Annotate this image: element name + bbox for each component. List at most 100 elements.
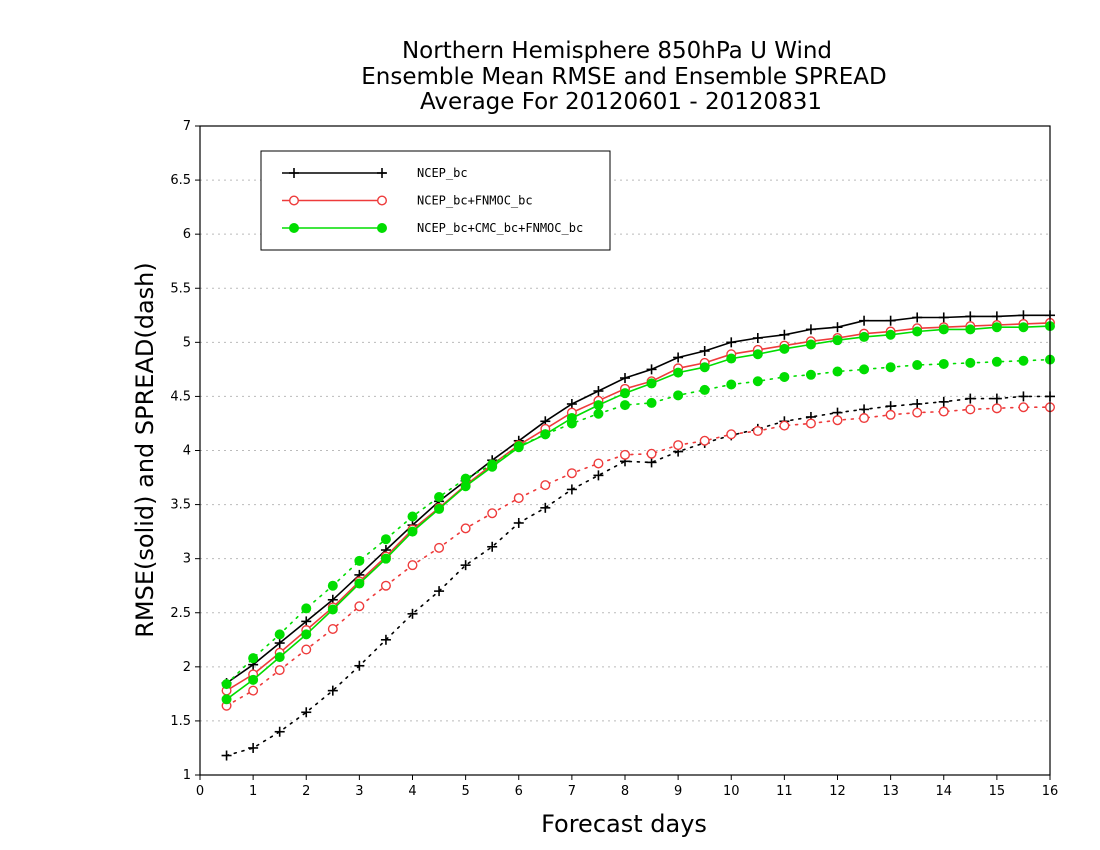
rmse-point-ncep-bc-18 — [699, 345, 710, 356]
spread-point-ncep-bc-7 — [407, 608, 418, 619]
spread-point-ncep-bc-fnmoc-bc-6 — [380, 580, 391, 591]
rmse-point-ncep-bc-2 — [274, 638, 285, 649]
rmse-point-ncep-bc-cmc-bc-fnmoc-bc-29 — [991, 322, 1002, 333]
spread-point-ncep-bc-cmc-bc-fnmoc-bc-30 — [1018, 355, 1029, 366]
spread-point-ncep-bc-cmc-bc-fnmoc-bc-7 — [407, 511, 418, 522]
spread-point-ncep-bc-fnmoc-bc-20 — [752, 426, 763, 437]
spread-point-ncep-bc-fnmoc-bc-7 — [407, 560, 418, 571]
spread-point-ncep-bc-fnmoc-bc-3 — [301, 644, 312, 655]
rmse-point-ncep-bc-cmc-bc-fnmoc-bc-30 — [1018, 322, 1029, 333]
rmse-point-ncep-bc-29 — [991, 311, 1002, 322]
x-tick-label-3: 3 — [355, 784, 363, 799]
rmse-point-ncep-bc-cmc-bc-fnmoc-bc-3 — [301, 629, 312, 640]
rmse-point-ncep-bc-cmc-bc-fnmoc-bc-9 — [460, 481, 471, 492]
rmse-point-ncep-bc-cmc-bc-fnmoc-bc-27 — [938, 324, 949, 335]
spread-point-ncep-bc-cmc-bc-fnmoc-bc-21 — [779, 371, 790, 382]
spread-line-ncep-bc — [225, 395, 1051, 757]
y-tick-label-4: 4 — [183, 444, 191, 459]
spread-point-ncep-bc-cmc-bc-fnmoc-bc-20 — [752, 376, 763, 387]
spread-point-ncep-bc-11 — [513, 517, 524, 528]
spread-point-ncep-bc-1 — [248, 742, 259, 753]
rmse-point-ncep-bc-cmc-bc-fnmoc-bc-24 — [859, 331, 870, 342]
spread-point-ncep-bc-30 — [1018, 391, 1029, 402]
y-tick-label-3.5: 3.5 — [170, 498, 191, 513]
rmse-point-ncep-bc-cmc-bc-fnmoc-bc-21 — [779, 343, 790, 354]
spread-line-ncep-bc-fnmoc-bc — [225, 406, 1051, 707]
spread-point-ncep-bc-fnmoc-bc-18 — [699, 435, 710, 446]
spread-point-ncep-bc-2 — [274, 726, 285, 737]
spread-point-ncep-bc-fnmoc-bc-14 — [593, 458, 604, 469]
spread-point-ncep-bc-fnmoc-bc-11 — [513, 493, 524, 504]
y-tick-label-3: 3 — [183, 552, 191, 567]
rmse-point-ncep-bc-cmc-bc-fnmoc-bc-8 — [434, 503, 445, 514]
x-tick-label-6: 6 — [515, 784, 523, 799]
rmse-point-ncep-bc-cmc-bc-fnmoc-bc-23 — [832, 335, 843, 346]
spread-point-ncep-bc-12 — [540, 502, 551, 513]
spread-point-ncep-bc-16 — [646, 457, 657, 468]
legend-label-ncep-bc-fnmoc-bc: NCEP_bc+FNMOC_bc — [417, 194, 533, 208]
spread-point-ncep-bc-fnmoc-bc-22 — [805, 418, 816, 429]
y-tick-label-1: 1 — [183, 768, 191, 783]
spread-point-ncep-bc-fnmoc-bc-25 — [885, 409, 896, 420]
x-tick-label-0: 0 — [196, 784, 204, 799]
legend-item-ncep-bc-cmc-bc-fnmoc-bc: NCEP_bc+CMC_bc+FNMOC_bc — [282, 221, 583, 235]
rmse-point-ncep-bc-14 — [593, 386, 604, 397]
rmse-line-ncep-bc-fnmoc-bc — [226, 322, 1051, 692]
spread-point-ncep-bc-5 — [354, 660, 365, 671]
spread-point-ncep-bc-cmc-bc-fnmoc-bc-25 — [885, 362, 896, 373]
spread-point-ncep-bc-fnmoc-bc-27 — [938, 406, 949, 417]
rmse-point-ncep-bc-cmc-bc-fnmoc-bc-2 — [274, 652, 285, 663]
spread-point-ncep-bc-29 — [991, 393, 1002, 404]
rmse-point-ncep-bc-cmc-bc-fnmoc-bc-18 — [699, 362, 710, 373]
spread-point-ncep-bc-cmc-bc-fnmoc-bc-18 — [699, 384, 710, 395]
rmse-point-ncep-bc-23 — [832, 322, 843, 333]
rmse-point-ncep-bc-30 — [1018, 310, 1029, 321]
rmse-point-ncep-bc-20 — [752, 333, 763, 344]
legend-marker-left-ncep-bc — [289, 168, 299, 178]
spread-point-ncep-bc-cmc-bc-fnmoc-bc-24 — [859, 364, 870, 375]
spread-point-ncep-bc-8 — [434, 586, 445, 597]
series-ncep-bc-fnmoc-bc — [221, 317, 1055, 711]
x-tick-label-16: 16 — [1042, 784, 1059, 799]
y-tick-label-1.5: 1.5 — [170, 714, 191, 729]
spread-point-ncep-bc-cmc-bc-fnmoc-bc-22 — [805, 369, 816, 380]
spread-point-ncep-bc-fnmoc-bc-29 — [991, 403, 1002, 414]
legend-marker-right-ncep-bc-fnmoc-bc — [377, 195, 388, 206]
spread-point-ncep-bc-cmc-bc-fnmoc-bc-16 — [646, 397, 657, 408]
rmse-point-ncep-bc-3 — [301, 616, 312, 627]
y-tick-label-4.5: 4.5 — [170, 389, 191, 404]
spread-point-ncep-bc-fnmoc-bc-30 — [1018, 402, 1029, 413]
rmse-point-ncep-bc-cmc-bc-fnmoc-bc-4 — [327, 604, 338, 615]
legend-marker-left-ncep-bc-fnmoc-bc — [289, 195, 300, 206]
spread-point-ncep-bc-fnmoc-bc-9 — [460, 523, 471, 534]
spread-point-ncep-bc-fnmoc-bc-28 — [965, 404, 976, 415]
rmse-point-ncep-bc-cmc-bc-fnmoc-bc-11 — [513, 442, 524, 453]
rmse-point-ncep-bc-13 — [566, 398, 577, 409]
rmse-point-ncep-bc-cmc-bc-fnmoc-bc-15 — [620, 388, 630, 399]
spread-point-ncep-bc-cmc-bc-fnmoc-bc-19 — [726, 379, 737, 390]
x-tick-label-14: 14 — [935, 784, 952, 799]
y-tick-label-2.5: 2.5 — [170, 606, 191, 621]
spread-point-ncep-bc-3 — [301, 707, 312, 718]
spread-point-ncep-bc-9 — [460, 560, 471, 571]
spread-point-ncep-bc-cmc-bc-fnmoc-bc-28 — [965, 357, 976, 368]
spread-point-ncep-bc-cmc-bc-fnmoc-bc-15 — [620, 400, 630, 411]
x-axis: 0 1 2 3 4 5 6 7 8 9 10 11 12 13 14 15 16 — [196, 775, 1058, 799]
x-tick-label-13: 13 — [882, 784, 899, 799]
rmse-point-ncep-bc-25 — [885, 315, 896, 326]
spread-point-ncep-bc-fnmoc-bc-15 — [620, 449, 631, 460]
spread-point-ncep-bc-cmc-bc-fnmoc-bc-2 — [274, 629, 285, 640]
rmse-point-ncep-bc-cmc-bc-fnmoc-bc-16 — [646, 378, 657, 389]
spread-point-ncep-bc-cmc-bc-fnmoc-bc-6 — [380, 534, 391, 545]
spread-point-ncep-bc-cmc-bc-fnmoc-bc-5 — [354, 555, 365, 566]
rmse-point-ncep-bc-21 — [779, 329, 790, 340]
x-tick-label-11: 11 — [776, 784, 793, 799]
spread-point-ncep-bc-cmc-bc-fnmoc-bc-23 — [832, 366, 843, 377]
x-tick-label-9: 9 — [674, 784, 682, 799]
title-line-2: Ensemble Mean RMSE and Ensemble SPREAD — [361, 64, 886, 90]
spread-point-ncep-bc-cmc-bc-fnmoc-bc-3 — [301, 603, 312, 614]
spread-point-ncep-bc-27 — [938, 396, 949, 407]
rmse-point-ncep-bc-cmc-bc-fnmoc-bc-25 — [885, 329, 896, 340]
rmse-point-ncep-bc-26 — [912, 312, 923, 323]
legend-marker-right-ncep-bc-cmc-bc-fnmoc-bc — [377, 223, 387, 233]
